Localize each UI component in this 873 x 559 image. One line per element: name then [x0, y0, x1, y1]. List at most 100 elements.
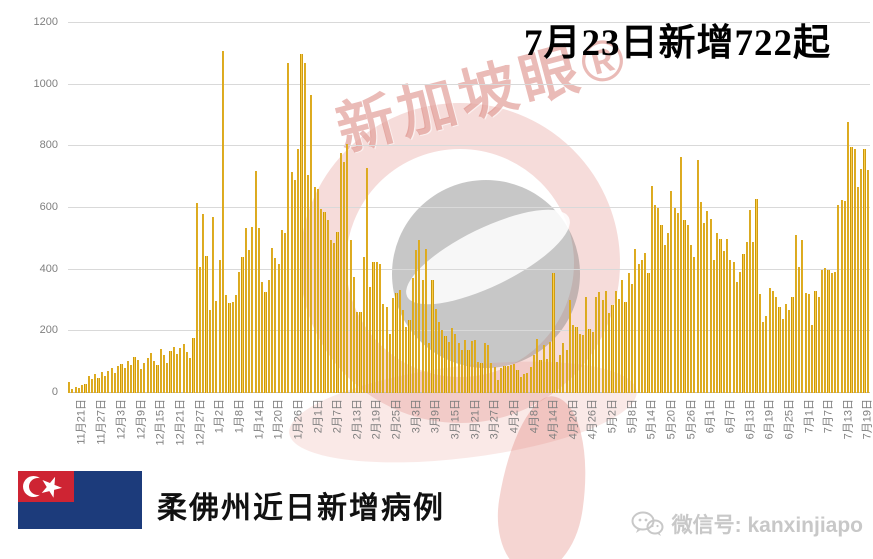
bar [441, 329, 444, 393]
bar [797, 266, 801, 393]
x-tick-label: 1月8日 [233, 399, 246, 434]
bar [850, 146, 853, 393]
bar [866, 170, 869, 393]
x-tick-label: 6月7日 [724, 399, 737, 434]
bar [480, 363, 483, 393]
x-tick-label: 7月1日 [802, 399, 815, 434]
bar [775, 297, 778, 393]
x-tick-label: 4月20日 [567, 399, 580, 440]
bar [166, 362, 169, 393]
bar [699, 201, 702, 393]
x-tick-label: 5月14日 [645, 399, 658, 440]
chart-title: 7月23日新增722起 [524, 23, 831, 64]
bar [637, 263, 640, 393]
bar [706, 211, 709, 393]
bar [585, 296, 588, 393]
footer-caption: 柔佛州近日新增病例 [157, 492, 445, 525]
bar [608, 312, 611, 393]
bar [824, 268, 827, 393]
bar [568, 300, 571, 393]
bar [316, 188, 319, 393]
bar [791, 297, 794, 393]
bar [251, 226, 254, 393]
bar [408, 319, 411, 393]
bar [601, 300, 604, 393]
bar [81, 385, 84, 393]
bar [297, 149, 300, 393]
flag-canton [18, 471, 74, 502]
bar [559, 355, 562, 393]
bar [162, 354, 166, 393]
bar [418, 240, 421, 393]
bar [248, 249, 251, 393]
bar [670, 191, 673, 393]
bar [725, 238, 729, 393]
bar [663, 245, 666, 393]
bar [339, 153, 342, 393]
bar [159, 349, 162, 393]
x-tick-label: 2月7日 [331, 399, 344, 434]
bar [519, 376, 522, 393]
bar [198, 266, 202, 393]
bar [627, 272, 630, 393]
x-tick-label: 6月25日 [783, 399, 796, 440]
bar [234, 294, 238, 393]
bar [856, 186, 860, 393]
bar [277, 263, 280, 393]
x-tick-label: 2月13日 [351, 399, 364, 440]
bar [284, 233, 287, 393]
bar [185, 351, 189, 393]
bar [189, 357, 192, 393]
bar [477, 361, 480, 393]
bar [493, 366, 496, 393]
bar [303, 63, 306, 393]
bar [853, 148, 856, 393]
bar [130, 364, 133, 393]
x-tick-label: 5月2日 [606, 399, 619, 434]
bar [526, 372, 529, 393]
bar [722, 251, 725, 393]
bar [411, 278, 414, 393]
bar [221, 50, 225, 393]
bar [696, 160, 699, 393]
bar [205, 255, 208, 393]
bar [467, 350, 470, 393]
bar [634, 249, 637, 393]
bar [68, 382, 71, 393]
bar [719, 238, 722, 393]
x-tick-label: 6月13日 [743, 399, 756, 440]
bar [238, 271, 241, 393]
bar [149, 353, 152, 393]
bar [614, 291, 617, 393]
bar [375, 261, 378, 393]
bar [434, 309, 437, 393]
bar [794, 235, 797, 393]
bar [667, 232, 670, 393]
crescent-cutout [29, 478, 47, 495]
bar [837, 204, 840, 393]
x-tick-label: 5月8日 [626, 399, 639, 434]
bar [385, 306, 388, 393]
bar [254, 170, 257, 393]
bar [703, 223, 706, 393]
bar [388, 333, 391, 393]
bar [513, 364, 516, 393]
bar [264, 291, 267, 393]
bar [71, 389, 74, 393]
x-tick-label: 7月19日 [861, 399, 873, 440]
bar [542, 344, 545, 393]
x-tick-label: 3月9日 [429, 399, 442, 434]
bar [529, 366, 532, 393]
bar [817, 297, 820, 393]
bar [562, 343, 565, 393]
johor-flag-icon [18, 471, 142, 529]
bar [146, 357, 149, 393]
x-tick-label: 3月15日 [449, 399, 462, 440]
bar [113, 372, 116, 393]
bar [771, 291, 774, 393]
bar [536, 339, 539, 393]
bar [74, 387, 77, 393]
bar [424, 249, 427, 393]
bar [847, 121, 850, 393]
bar [398, 290, 401, 393]
